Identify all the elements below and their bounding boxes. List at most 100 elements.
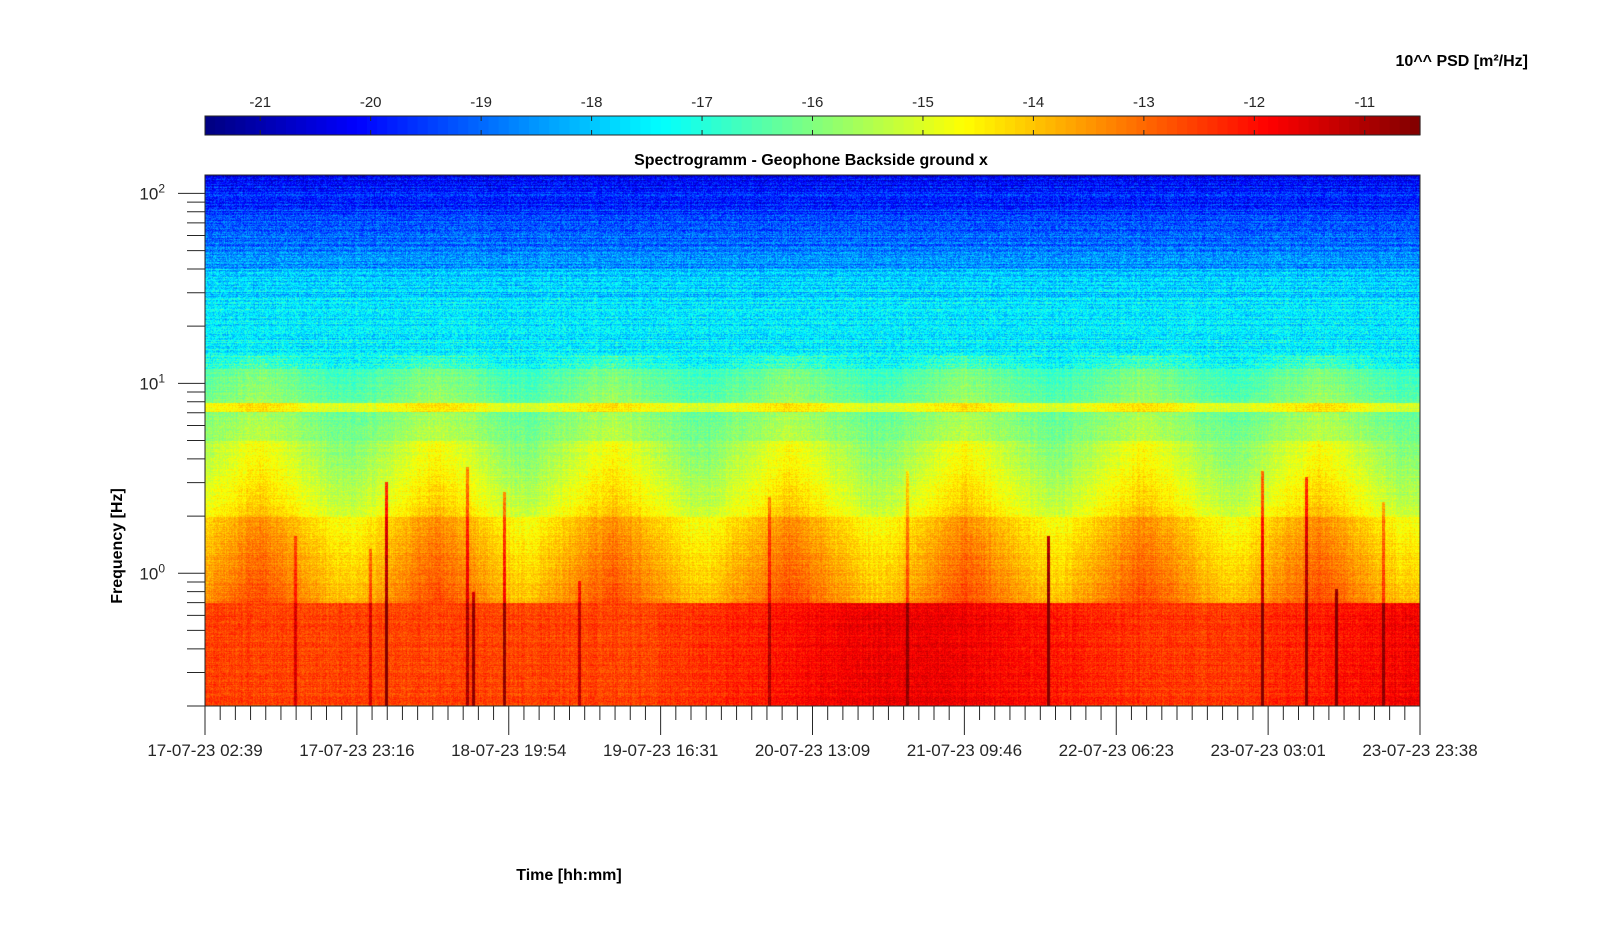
colorbar-segment — [205, 116, 216, 135]
colorbar-segment — [954, 116, 965, 135]
colorbar-segment — [316, 116, 328, 135]
x-axis: 17-07-23 02:39 17-07-23 23:16 18-07-23 19:… — [147, 706, 1478, 760]
colorbar-segment — [731, 116, 743, 135]
colorbar-segment — [518, 116, 530, 135]
colorbar-segment — [549, 116, 560, 135]
colorbar-segment — [1177, 116, 1188, 135]
colorbar-segment — [1298, 116, 1310, 135]
colorbar-segment — [589, 116, 601, 135]
colorbar-segment — [1136, 116, 1148, 135]
colorbar-segment — [458, 116, 469, 135]
colorbar-segment — [1075, 116, 1087, 135]
colorbar-segment — [873, 116, 884, 135]
colorbar-segment — [853, 116, 864, 135]
colorbar-segment — [741, 116, 753, 135]
colorbar-segment — [1045, 116, 1057, 135]
x-tick-label: 22-07-23 06:23 — [1059, 741, 1174, 760]
colorbar-segment — [1237, 116, 1249, 135]
colorbar — [204, 115, 1421, 136]
colorbar-segment — [427, 116, 439, 135]
colorbar-tick-label: -11 — [1354, 94, 1375, 111]
colorbar-segment — [1349, 116, 1360, 135]
colorbar-segment — [782, 116, 793, 135]
colorbar-segment — [893, 116, 905, 135]
colorbar-segment — [903, 116, 915, 135]
colorbar-segment — [1055, 116, 1067, 135]
x-tick-label: 17-07-23 02:39 — [147, 741, 262, 760]
colorbar-segment — [1156, 116, 1168, 135]
chart-title: Spectrogramm - Geophone Backside ground … — [634, 152, 988, 169]
colorbar-segment — [1389, 116, 1401, 135]
x-tick-label: 17-07-23 23:16 — [299, 741, 414, 760]
colorbar-segment — [367, 116, 378, 135]
colorbar-segment — [934, 116, 945, 135]
colorbar-segment — [1146, 116, 1158, 135]
colorbar-segment — [923, 116, 935, 135]
colorbar-segment — [842, 116, 854, 135]
colorbar-segment — [1318, 116, 1330, 135]
colorbar-segment — [265, 116, 277, 135]
colorbar-segment — [1096, 116, 1107, 135]
colorbar-segment — [680, 116, 692, 135]
colorbar-segment — [508, 116, 520, 135]
colorbar-segment — [1187, 116, 1198, 135]
colorbar-segment — [1085, 116, 1097, 135]
x-tick-label: 20-07-23 13:09 — [755, 741, 870, 760]
colorbar-segment — [711, 116, 722, 135]
colorbar-segment — [1247, 116, 1259, 135]
colorbar-segment — [1035, 116, 1046, 135]
colorbar-segment — [235, 116, 247, 135]
spectrogram-heatmap — [205, 175, 1420, 706]
colorbar-segment — [772, 116, 783, 135]
colorbar-segment — [1308, 116, 1320, 135]
colorbar-segment — [660, 116, 672, 135]
colorbar-segment — [1339, 116, 1350, 135]
colorbar-segment — [964, 116, 976, 135]
colorbar-segment — [761, 116, 773, 135]
x-axis-label: Time [hh:mm] — [516, 867, 621, 884]
colorbar-segment — [397, 116, 409, 135]
colorbar-segment — [650, 116, 662, 135]
colorbar-tick-label: -16 — [802, 94, 824, 111]
colorbar-tick-label: -19 — [470, 94, 492, 111]
colorbar-segment — [1409, 116, 1421, 135]
colorbar-segment — [1369, 116, 1381, 135]
colorbar-segment — [1126, 116, 1138, 135]
colorbar-segment — [974, 116, 986, 135]
colorbar-segment — [802, 116, 814, 135]
colorbar-tick-label: -21 — [249, 94, 271, 111]
colorbar-tick-label: -13 — [1133, 94, 1155, 111]
colorbar-segment — [620, 116, 631, 135]
colorbar-segment — [569, 116, 581, 135]
colorbar-segment — [1207, 116, 1219, 135]
colorbar-segment — [539, 116, 550, 135]
colorbar-segment — [488, 116, 500, 135]
colorbar-segment — [296, 116, 307, 135]
colorbar-segment — [478, 116, 490, 135]
colorbar-segment — [1217, 116, 1229, 135]
colorbar-segment — [1258, 116, 1269, 135]
colorbar-tick-label: -17 — [691, 94, 713, 111]
y-tick-label: 100 — [139, 561, 165, 583]
colorbar-segment — [599, 116, 611, 135]
x-tick-label: 23-07-23 23:38 — [1362, 741, 1477, 760]
colorbar-segment — [792, 116, 803, 135]
colorbar-segment — [437, 116, 449, 135]
colorbar-segment — [1166, 116, 1178, 135]
colorbar-label: 10^^ PSD [m²/Hz] — [1396, 53, 1528, 70]
colorbar-segment — [1116, 116, 1127, 135]
colorbar-segment — [883, 116, 895, 135]
colorbar-segment — [1004, 116, 1016, 135]
colorbar-tick-label: -20 — [360, 94, 382, 111]
colorbar-segment — [944, 116, 955, 135]
colorbar-segment — [984, 116, 996, 135]
colorbar-segment — [275, 116, 287, 135]
colorbar-segment — [1278, 116, 1289, 135]
colorbar-segment — [286, 116, 297, 135]
colorbar-segment — [498, 116, 510, 135]
x-tick-label: 23-07-23 03:01 — [1210, 741, 1325, 760]
colorbar-segment — [640, 116, 652, 135]
colorbar-segment — [1197, 116, 1208, 135]
y-axis-label: Frequency [Hz] — [109, 488, 126, 604]
